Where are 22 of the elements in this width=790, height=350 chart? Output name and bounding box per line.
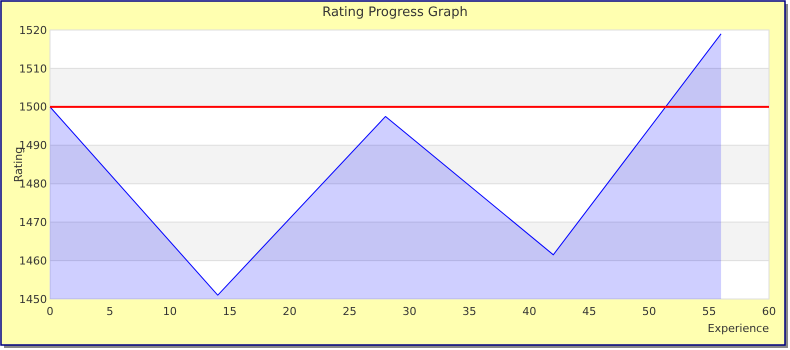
y-tick-label: 1520 [19,24,47,37]
x-tick-label: 0 [46,305,54,318]
x-tick-label: 60 [762,305,776,318]
y-tick-label: 1500 [19,100,47,114]
x-tick-label: 40 [522,305,536,318]
x-axis-title: Experience [708,322,770,335]
x-tick-label: 5 [106,305,114,318]
y-tick-label: 1470 [19,216,47,229]
y-tick-label: 1460 [19,254,47,268]
x-tick-label: 25 [342,305,357,318]
x-tick-label: 35 [462,305,476,318]
x-tick-label: 45 [582,305,596,318]
x-tick-label: 15 [222,305,237,318]
y-tick-label: 1510 [19,62,47,76]
x-tick-label: 50 [642,305,656,318]
y-tick-label: 1480 [19,178,47,191]
x-tick-label: 10 [162,305,177,318]
x-tick-label: 30 [402,305,416,318]
x-tick-label: 20 [282,305,297,318]
chart-title: Rating Progress Graph [322,5,468,20]
y-tick-label: 1450 [19,292,47,306]
x-tick-label: 55 [702,305,716,318]
